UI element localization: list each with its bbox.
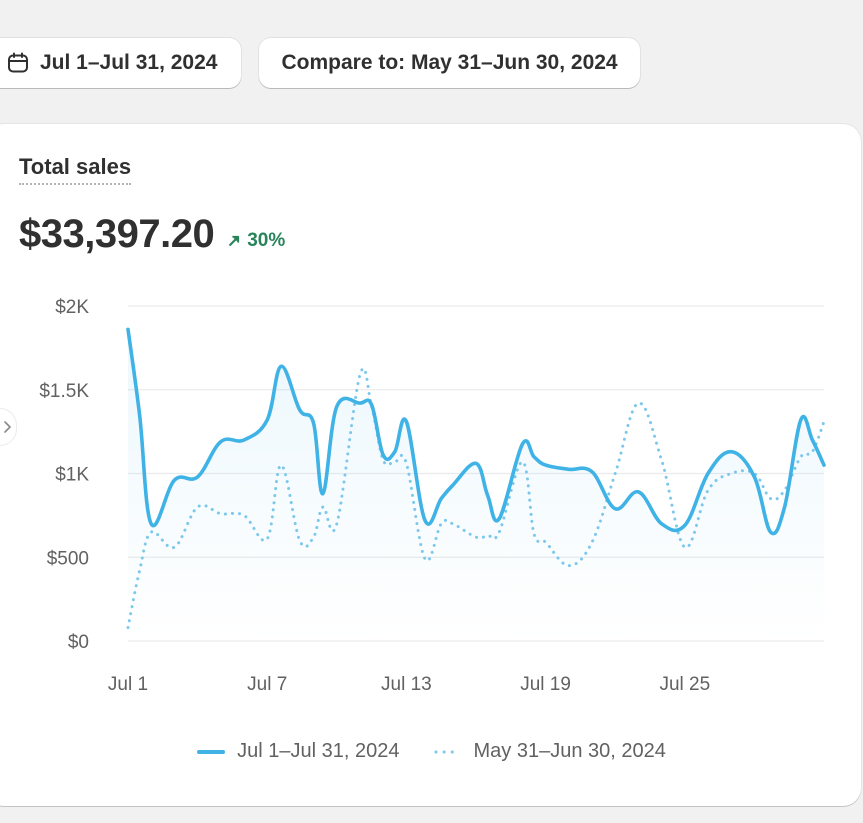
chart-legend: Jul 1–Jul 31, 2024 May 31–Jun 30, 2024 [0,740,863,763]
arrow-up-right-icon [229,235,240,246]
collapse-handle[interactable] [0,409,16,445]
date-range-button[interactable]: Jul 1–Jul 31, 2024 [0,38,242,88]
total-sales-card: Total sales $33,397.20 30% [0,124,861,806]
legend-label-current: Jul 1–Jul 31, 2024 [237,740,400,762]
card-title[interactable]: Total sales [19,154,132,185]
change-badge: 30% [228,230,285,252]
compare-range-button[interactable]: Compare to: May 31–Jun 30, 2024 [259,38,640,88]
compare-range-label: Compare to: May 31–Jun 30, 2024 [281,51,618,74]
legend-swatch-dotted [434,750,461,753]
legend-item-comparison[interactable]: May 31–Jun 30, 2024 [433,740,666,763]
calendar-icon [8,52,28,73]
date-toolbar: Jul 1–Jul 31, 2024 Compare to: May 31–Ju… [0,38,640,88]
change-percent: 30% [247,229,286,251]
total-sales-value: $33,397.20 [19,212,215,256]
chevron-right-icon [4,421,11,433]
legend-swatch-solid [197,749,226,754]
metric-row: $33,397.20 30% [19,212,285,257]
legend-item-current[interactable]: Jul 1–Jul 31, 2024 [197,740,399,763]
legend-label-comparison: May 31–Jun 30, 2024 [473,740,666,762]
date-range-label: Jul 1–Jul 31, 2024 [40,51,218,74]
